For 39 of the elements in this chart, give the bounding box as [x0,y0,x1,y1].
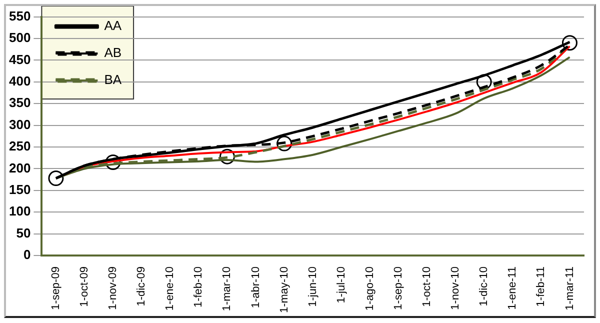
y-tick-label: 200 [8,160,31,176]
x-tick-label: 1-ene-11 [506,266,519,310]
x-tick-label: 1-jun-10 [306,266,319,307]
x-tick-label: 1-mar-10 [221,266,234,312]
x-tick-label: 1-dic-09 [136,266,148,306]
x-tick-label: 1-feb-10 [192,266,205,308]
y-tick-label: 500 [8,30,31,46]
y-tick-label: 550 [8,8,31,24]
x-tick-label: 1-sep-09 [50,266,62,310]
x-tick-label: 1-oct-10 [421,266,434,307]
y-tick-label: 450 [8,52,31,67]
y-tick-label: 300 [8,116,31,132]
x-tick-label: 1-dic-10 [478,266,490,306]
legend-label: AB [104,45,122,60]
x-tick-label: 1-ene-10 [164,266,176,311]
x-tick-label: 1-may-10 [278,266,290,314]
y-tick-label: 50 [16,225,31,240]
legend-label: AA [104,18,122,34]
y-tick-label: 250 [8,138,31,154]
y-tick-label: 100 [8,204,31,219]
x-tick-label: 1-nov-10 [450,266,462,310]
legend-label: BA [104,72,122,88]
x-tick-label: 1-nov-09 [107,266,120,310]
y-tick-label: 350 [8,95,31,110]
point [276,136,292,152]
x-tick-label: 1-mar-11 [564,266,576,310]
point [219,148,235,164]
point [476,74,492,90]
x-tick-label: 1-sep-10 [392,266,405,310]
x-tick-label: 1-abr-10 [250,266,262,308]
point [48,170,64,186]
y-tick-label: 400 [8,73,31,88]
x-tick-label: 1-oct-09 [78,266,91,307]
point [562,35,578,51]
x-tick-label: 1-ago-10 [364,266,376,311]
x-tick-label: 1-jul-10 [335,266,348,304]
y-tick-label: 150 [8,182,31,198]
x-tick-label: 1-feb-11 [535,266,548,307]
y-tick-label: 0 [23,247,31,262]
